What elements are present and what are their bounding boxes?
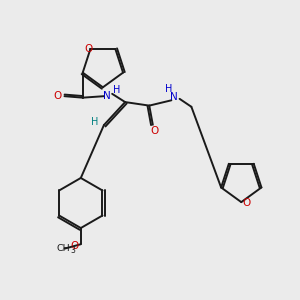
Text: O: O — [84, 44, 92, 54]
Text: O: O — [242, 198, 250, 208]
Text: H: H — [92, 116, 99, 127]
Text: H: H — [165, 84, 172, 94]
Text: O: O — [54, 91, 62, 100]
Text: CH: CH — [56, 244, 70, 253]
Text: 3: 3 — [70, 247, 75, 256]
Text: O: O — [150, 126, 158, 136]
Text: N: N — [103, 91, 110, 101]
Text: O: O — [70, 241, 79, 251]
Text: H: H — [112, 85, 120, 95]
Text: N: N — [170, 92, 178, 102]
